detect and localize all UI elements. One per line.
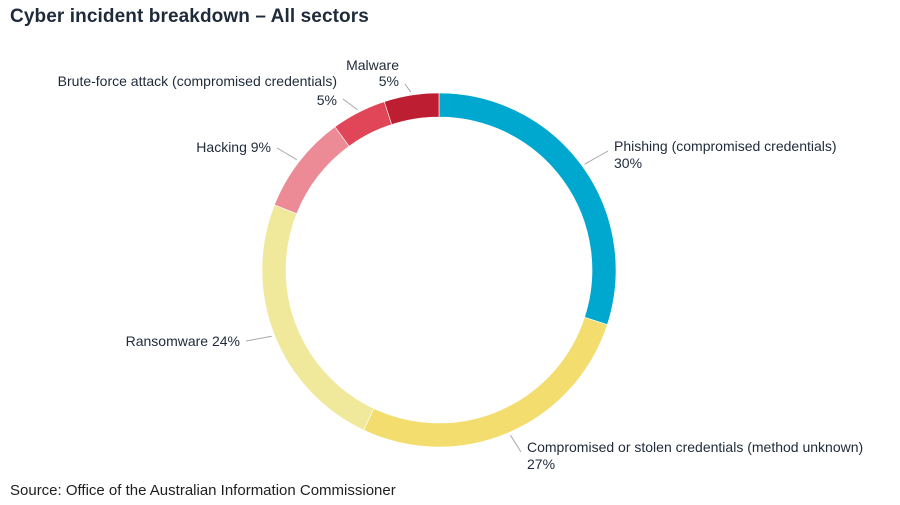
label-malware-value: 5% bbox=[379, 73, 399, 89]
label-hacking: Hacking 9% bbox=[196, 139, 271, 155]
leader-line-compromised-or-stolen-credentials-method-unknown bbox=[510, 434, 522, 453]
label-brute-force-attack-compromised-credentials-value: 5% bbox=[317, 92, 337, 108]
slice-ransomware bbox=[261, 204, 375, 431]
slice-malware bbox=[383, 92, 440, 125]
label-phishing-compromised-credentials: Phishing (compromised credentials) bbox=[614, 138, 837, 154]
leader-line-hacking bbox=[276, 147, 298, 161]
slice-compromised-or-stolen-credentials-method-unknown bbox=[363, 316, 608, 448]
slice-phishing-compromised-credentials bbox=[438, 92, 617, 326]
label-compromised-or-stolen-credentials-method-unknown: Compromised or stolen credentials (metho… bbox=[527, 439, 863, 455]
label-malware: Malware bbox=[346, 57, 399, 73]
label-brute-force-attack-compromised-credentials: Brute-force attack (compromised credenti… bbox=[58, 73, 337, 89]
leader-line-phishing-compromised-credentials bbox=[584, 150, 609, 165]
leader-line-ransomware bbox=[245, 335, 272, 342]
chart-source: Source: Office of the Australian Informa… bbox=[10, 482, 396, 499]
leader-line-malware bbox=[404, 83, 412, 93]
leader-line-brute-force-attack-compromised-credentials bbox=[342, 98, 358, 111]
chart-title: Cyber incident breakdown – All sectors bbox=[10, 6, 369, 27]
label-phishing-compromised-credentials-value: 30% bbox=[614, 155, 642, 171]
slice-hacking bbox=[274, 126, 350, 215]
label-ransomware: Ransomware 24% bbox=[126, 333, 240, 349]
label-compromised-or-stolen-credentials-method-unknown-value: 27% bbox=[527, 456, 555, 472]
